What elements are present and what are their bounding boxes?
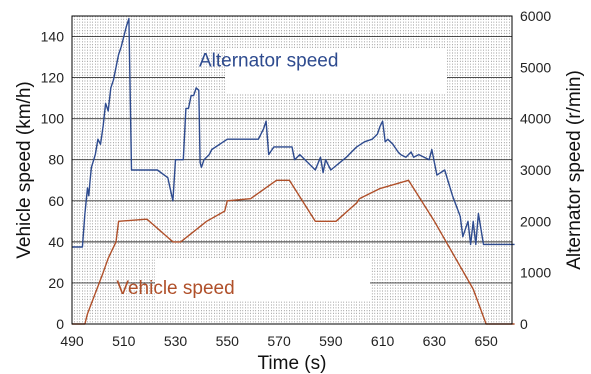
left-y-tick-label: 20: [48, 275, 64, 291]
x-tick-label: 630: [423, 333, 447, 349]
left-y-tick-label: 100: [41, 111, 65, 127]
right-y-tick-label: 2000: [520, 213, 551, 229]
left-y-tick-label: 120: [41, 70, 65, 86]
right-y-tick-label: 4000: [520, 111, 551, 127]
series-line-alternator-speed: [72, 17, 515, 248]
left-y-tick-label: 140: [41, 29, 65, 45]
x-tick-label: 610: [371, 333, 395, 349]
series-label-alternator-speed: Alternator speed: [199, 51, 338, 72]
right-y-tick-label: 5000: [520, 59, 551, 75]
x-tick-labels: 490 510 530 550 570 590 610 630 650: [60, 333, 498, 349]
series-line-vehicle-speed: [72, 179, 515, 325]
series-label-vehicle-speed: Vehicle speed: [116, 278, 234, 299]
right-y-tick-label: 0: [520, 316, 528, 332]
right-y-tick-label: 3000: [520, 162, 551, 178]
left-y-tick-label: 60: [48, 193, 64, 209]
x-tick-label: 490: [60, 333, 84, 349]
plot-frame: [71, 15, 513, 325]
x-axis-title: Time (s): [258, 353, 327, 374]
series-labels: Vehicle speed Alternator speed: [116, 51, 338, 299]
left-y-tick-label: 40: [48, 234, 64, 250]
right-y-tick-label: 1000: [520, 265, 551, 281]
series-layer: [72, 17, 515, 325]
right-y-tick-label: 6000: [520, 8, 551, 24]
right-y-axis-title: Alternator speed (r/min): [564, 70, 585, 270]
x-tick-label: 590: [319, 333, 343, 349]
x-tick-label: 530: [164, 333, 188, 349]
right-y-tick-labels: 0 1000 2000 3000 4000 5000 6000: [520, 8, 551, 332]
x-tick-label: 650: [474, 333, 498, 349]
x-tick-label: 510: [112, 333, 136, 349]
left-y-tick-label: 0: [56, 316, 64, 332]
left-y-tick-label: 80: [48, 152, 64, 168]
x-tick-label: 570: [267, 333, 291, 349]
left-y-tick-labels: 0 20 40 60 80 100 120 140: [41, 29, 65, 332]
x-tick-label: 550: [216, 333, 240, 349]
label-backdrop-alternator: [225, 48, 447, 94]
left-y-axis-title: Vehicle speed (km/h): [14, 81, 35, 258]
label-backdrop-vehicle: [155, 258, 370, 300]
